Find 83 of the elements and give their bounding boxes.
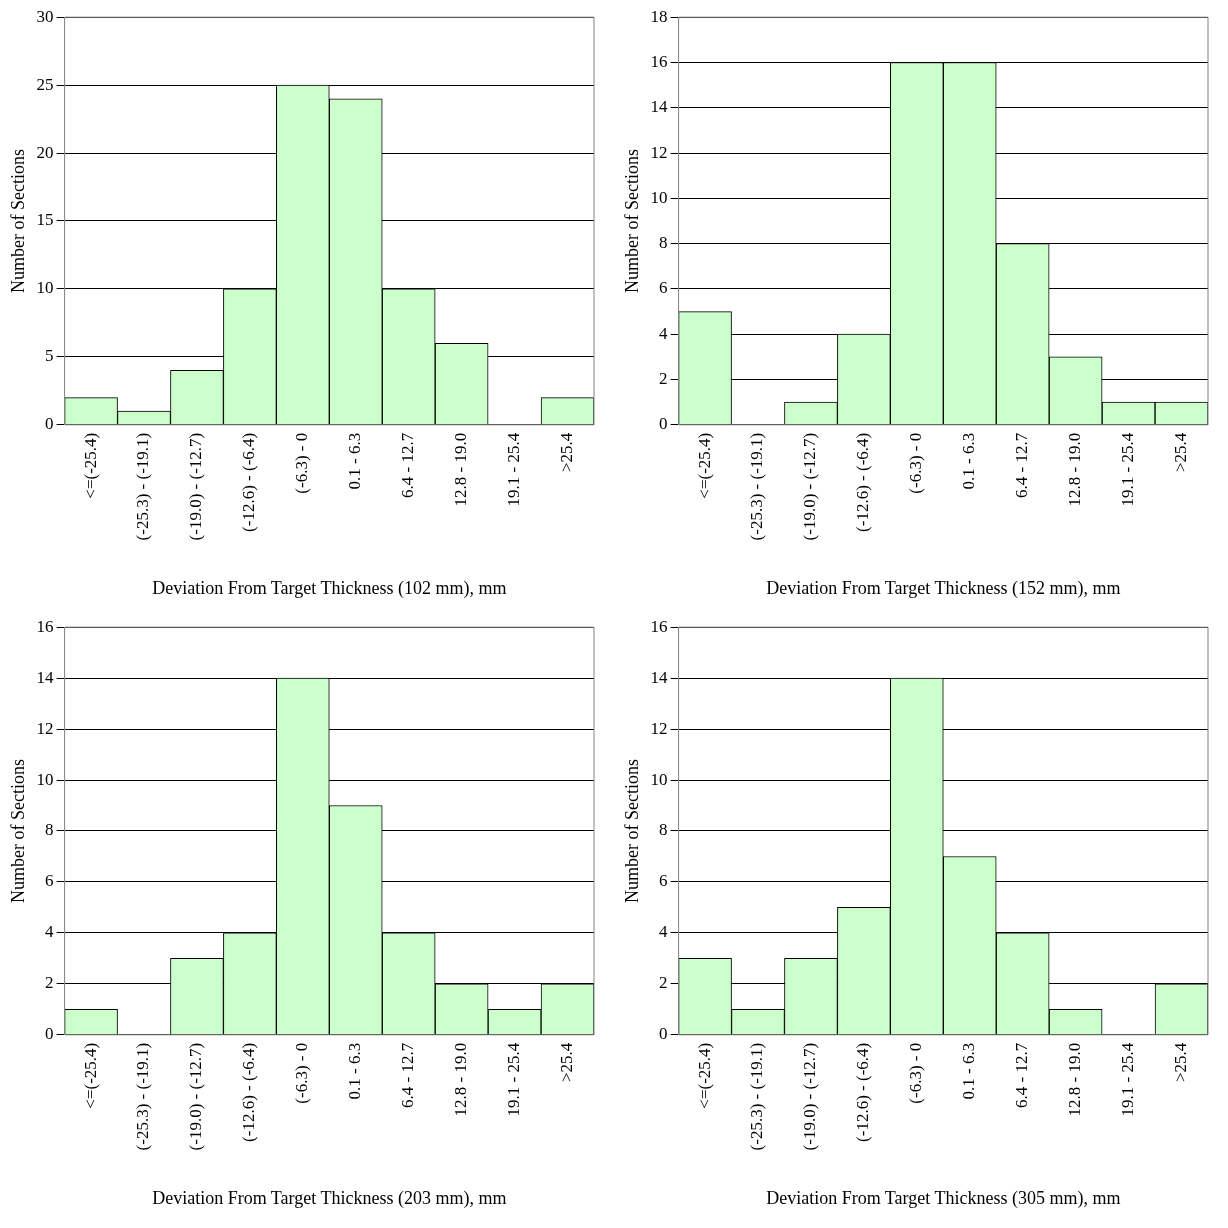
y-tick-label: 4 — [659, 323, 669, 343]
x-tick-label: (-19.0) - (-12.7) — [800, 1042, 820, 1151]
y-tick-label: 30 — [36, 6, 54, 26]
y-tick-label: 14 — [650, 667, 669, 687]
y-tick-label: 18 — [650, 6, 668, 26]
x-tick-label: >25.4 — [557, 432, 576, 473]
y-tick-label: 0 — [659, 1024, 668, 1044]
y-tick-label: 6 — [659, 278, 668, 298]
x-tick-label: 12.8 - 19.0 — [1065, 1042, 1085, 1117]
y-tick-label: 25 — [36, 74, 54, 94]
x-tick-label: 0.1 - 6.3 — [345, 1042, 365, 1100]
x-axis-title: Deviation From Target Thickness (203 mm), mm — [152, 1187, 507, 1209]
x-axis-title: Deviation From Target Thickness (102 mm), mm — [152, 577, 507, 599]
x-axis-title: Deviation From Target Thickness (305 mm), mm — [766, 1187, 1121, 1209]
x-tick-label: 19.1 - 25.4 — [1118, 432, 1138, 507]
x-tick-label: 12.8 - 19.0 — [1065, 432, 1085, 507]
x-tick-label: (-25.3) - (-19.1) — [133, 432, 153, 541]
y-axis-title: Number of Sections — [7, 758, 28, 903]
y-tick-label: 12 — [650, 718, 668, 738]
x-tick-label: 6.4 - 12.7 — [1012, 1042, 1032, 1108]
y-tick-label: 2 — [659, 973, 668, 993]
x-axis-title: Deviation From Target Thickness (152 mm), mm — [766, 577, 1121, 599]
x-tick-label: (-12.6) - (-6.4) — [239, 432, 259, 532]
y-axis-title: Number of Sections — [621, 758, 642, 903]
x-tick-label: 0.1 - 6.3 — [959, 432, 979, 490]
x-tick-label: <=(-25.4) — [80, 1042, 100, 1109]
x-tick-label: 6.4 - 12.7 — [398, 1042, 418, 1108]
y-tick-label: 20 — [36, 142, 54, 162]
y-tick-label: 16 — [650, 51, 668, 71]
x-tick-label: (-6.3) - 0 — [906, 1042, 926, 1104]
y-tick-label: 12 — [650, 142, 668, 162]
x-tick-label: (-25.3) - (-19.1) — [747, 432, 767, 541]
y-tick-label: 10 — [36, 769, 54, 789]
y-tick-label: 15 — [36, 210, 54, 230]
x-tick-label: 12.8 - 19.0 — [451, 1042, 471, 1117]
x-tick-label: 0.1 - 6.3 — [959, 1042, 979, 1100]
y-tick-label: 12 — [36, 718, 54, 738]
x-tick-label: <=(-25.4) — [80, 432, 100, 499]
x-tick-label: (-19.0) - (-12.7) — [800, 432, 820, 541]
x-tick-label: 19.1 - 25.4 — [504, 432, 524, 507]
y-tick-label: 0 — [45, 414, 54, 434]
x-tick-label: >25.4 — [1171, 1042, 1190, 1083]
x-tick-label: <=(-25.4) — [694, 432, 714, 499]
x-tick-label: 6.4 - 12.7 — [1012, 432, 1032, 498]
x-tick-label: (-12.6) - (-6.4) — [853, 432, 873, 532]
x-tick-label: (-12.6) - (-6.4) — [239, 1042, 259, 1142]
x-tick-label: 12.8 - 19.0 — [451, 432, 471, 507]
x-tick-label: (-6.3) - 0 — [906, 432, 926, 494]
x-tick-label: >25.4 — [1171, 432, 1190, 473]
x-tick-label: (-19.0) - (-12.7) — [186, 1042, 206, 1151]
y-tick-label: 14 — [650, 97, 669, 117]
y-tick-label: 8 — [659, 233, 668, 253]
y-tick-label: 0 — [659, 414, 668, 434]
y-axis-title: Number of Sections — [7, 148, 28, 293]
x-tick-label: 0.1 - 6.3 — [345, 432, 365, 490]
y-tick-label: 8 — [659, 820, 668, 840]
y-tick-label: 4 — [45, 922, 55, 942]
y-tick-label: 16 — [650, 616, 668, 636]
x-tick-label: (-25.3) - (-19.1) — [133, 1042, 153, 1151]
y-tick-label: 8 — [45, 820, 54, 840]
x-tick-label: >25.4 — [557, 1042, 576, 1083]
y-tick-label: 10 — [650, 187, 668, 207]
x-tick-label: (-19.0) - (-12.7) — [186, 432, 206, 541]
y-tick-label: 10 — [650, 769, 668, 789]
x-tick-label: <=(-25.4) — [694, 1042, 714, 1109]
x-tick-label: (-12.6) - (-6.4) — [853, 1042, 873, 1142]
y-axis-title: Number of Sections — [621, 148, 642, 293]
y-tick-label: 6 — [45, 871, 54, 891]
x-tick-label: (-25.3) - (-19.1) — [747, 1042, 767, 1151]
y-tick-label: 0 — [45, 1024, 54, 1044]
y-tick-label: 10 — [36, 278, 54, 298]
y-tick-label: 6 — [659, 871, 668, 891]
y-tick-label: 2 — [45, 973, 54, 993]
y-tick-label: 14 — [36, 667, 55, 687]
y-tick-label: 2 — [659, 368, 668, 388]
y-tick-label: 5 — [45, 346, 54, 366]
x-tick-label: (-6.3) - 0 — [292, 1042, 312, 1104]
y-tick-label: 4 — [659, 922, 669, 942]
x-tick-label: 6.4 - 12.7 — [398, 432, 418, 498]
x-tick-label: 19.1 - 25.4 — [1118, 1042, 1138, 1117]
x-tick-label: (-6.3) - 0 — [292, 432, 312, 494]
x-tick-label: 19.1 - 25.4 — [504, 1042, 524, 1117]
y-tick-label: 16 — [36, 616, 54, 636]
